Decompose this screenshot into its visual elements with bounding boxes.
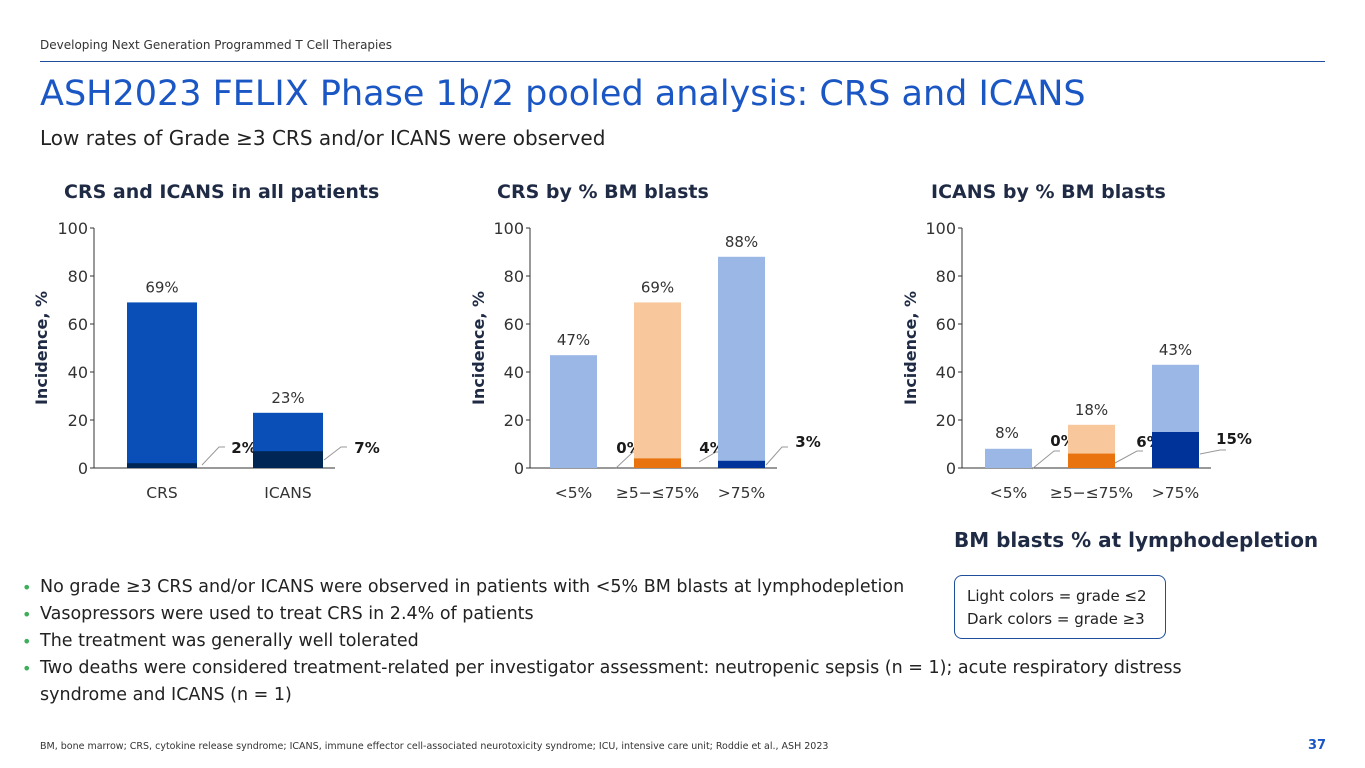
bar-grade-high [1068,453,1115,468]
y-tick-label: 40 [504,363,524,382]
bullet-text: No grade ≥3 CRS and/or ICANS were observ… [40,577,905,597]
bullet-dot-icon: • [22,605,32,624]
leader-line [1031,450,1060,470]
x-tick-label: ICANS [264,484,311,502]
bullet-dot-icon: • [22,659,32,678]
bullet-item: • No grade ≥3 CRS and/or ICANS were obser… [22,574,1242,601]
data-label-low: 47% [557,331,590,349]
y-tick-label: 100 [493,219,524,238]
y-tick-label: 20 [68,411,88,430]
color-legend: Light colors = grade ≤2 Dark colors = gr… [954,575,1166,639]
x-tick-label: ≥5−≤75% [1050,484,1133,502]
data-label-low: 43% [1159,341,1192,359]
y-tick-label: 20 [936,411,956,430]
bar-grade-low [718,256,765,468]
legend-light: Light colors = grade ≤2 [967,587,1147,605]
y-tick-label: 20 [504,411,524,430]
bar-grade-high [718,460,765,468]
y-tick-label: 0 [946,459,956,478]
bullet-item: • The treatment was generally well tolera… [22,628,1242,655]
chart-title-icans: ICANS by % BM blasts [931,181,1166,203]
data-label-low: 8% [995,424,1019,442]
x-tick-label: >75% [1152,484,1199,502]
x-tick-label: CRS [146,484,177,502]
data-label-low: 69% [145,278,178,296]
bullet-text: Two deaths were considered treatment-rel… [40,658,1182,705]
data-label-high: 7% [354,439,379,457]
bullet-text: Vasopressors were used to treat CRS in 2… [40,604,534,624]
bar-grade-high [253,451,323,468]
chart-title-crs: CRS by % BM blasts [497,181,709,203]
x-tick-label: ≥5−≤75% [616,484,699,502]
y-tick-label: 60 [936,315,956,334]
leader-line [765,446,788,466]
leader-line [201,446,225,466]
y-tick-label: 80 [68,267,88,286]
data-label-low: 88% [725,233,758,251]
bullet-dot-icon: • [22,578,32,597]
y-tick-label: 40 [68,363,88,382]
y-tick-label: 0 [78,459,88,478]
y-tick-label: 40 [936,363,956,382]
data-label-low: 69% [641,278,674,296]
bar-grade-low [985,448,1032,468]
data-label-high: 3% [795,433,820,451]
data-label-high: 2% [231,439,256,457]
y-tick-label: 100 [925,219,956,238]
bullet-list: • No grade ≥3 CRS and/or ICANS were obser… [22,574,1242,709]
page-title: ASH2023 FELIX Phase 1b/2 pooled analysis… [40,74,1086,114]
bar-grade-high [127,463,197,468]
y-tick-label: 0 [514,459,524,478]
y-axis-label: Incidence, % [32,291,51,405]
leader-line [1199,449,1226,455]
page-number: 37 [1308,738,1327,753]
data-label-high: 15% [1216,430,1252,448]
chart-all-patients: 0 20 40 60 80 100 Incidence, % 69% CRS 2% 23% ICANS… [32,219,380,502]
x-axis-caption: BM blasts % at lymphodepletion [954,528,1319,552]
bar-grade-high [634,458,681,468]
y-tick-label: 80 [504,267,524,286]
bullet-item: • Vasopressors were used to treat CRS in … [22,601,1242,628]
y-tick-label: 100 [57,219,88,238]
bar-grade-high [1152,432,1199,468]
x-tick-label: >75% [718,484,765,502]
bullet-item: • Two deaths were considered treatment-re… [22,655,1242,709]
header-divider [40,61,1325,62]
header-text: Developing Next Generation Programmed T … [40,38,393,52]
legend-dark: Dark colors = grade ≥3 [967,610,1145,628]
bullet-dot-icon: • [22,632,32,651]
data-label-low: 18% [1075,401,1108,419]
leader-line [1114,450,1143,464]
y-tick-label: 80 [936,267,956,286]
bar-grade-low [634,302,681,468]
x-tick-label: <5% [555,484,593,502]
leader-line [323,446,347,461]
footnote: BM, bone marrow; CRS, cytokine release s… [40,741,829,752]
bar-grade-low [127,302,197,468]
bar-grade-low [550,355,597,468]
bullet-text: The treatment was generally well tolerat… [40,631,419,651]
data-label-low: 23% [271,389,304,407]
chart-title-all: CRS and ICANS in all patients [64,181,380,203]
y-tick-label: 60 [68,315,88,334]
y-axis-label: Incidence, % [901,291,920,405]
x-tick-label: <5% [990,484,1028,502]
y-tick-label: 60 [504,315,524,334]
y-axis-label: Incidence, % [469,291,488,405]
page-subtitle: Low rates of Grade ≥3 CRS and/or ICANS w… [40,126,606,150]
